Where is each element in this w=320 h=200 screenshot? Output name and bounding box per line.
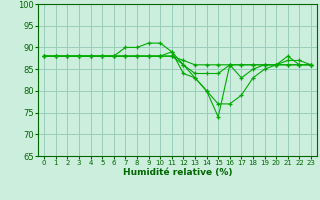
X-axis label: Humidité relative (%): Humidité relative (%) <box>123 168 232 177</box>
